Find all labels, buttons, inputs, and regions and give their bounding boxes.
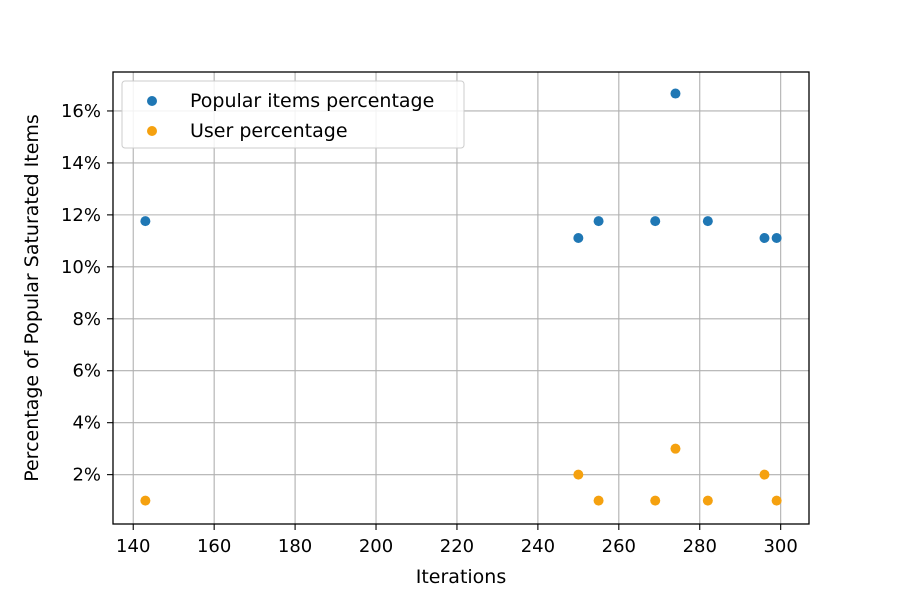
scatter-point-series-2 xyxy=(771,495,782,506)
legend: Popular items percentage User percentage xyxy=(121,80,465,149)
x-tick-label: 140 xyxy=(116,536,150,557)
scatter-point-series-2 xyxy=(650,495,661,506)
plot-frame xyxy=(112,71,810,525)
y-tick-label: 2% xyxy=(72,465,101,486)
legend-label-series-1: Popular items percentage xyxy=(190,90,434,112)
scatter-point-series-2 xyxy=(670,443,681,454)
x-axis-label: Iterations xyxy=(416,566,507,588)
y-tick-label: 8% xyxy=(72,309,101,330)
x-tick-label: 300 xyxy=(763,536,797,557)
scatter-point-series-1 xyxy=(573,232,584,243)
scatter-point-series-1 xyxy=(650,216,661,227)
scatter-point-series-1 xyxy=(140,216,151,227)
legend-marker-series-2 xyxy=(147,126,157,136)
scatter-point-series-2 xyxy=(759,469,770,480)
scatter-point-series-2 xyxy=(702,495,713,506)
y-axis-label: Percentage of Popular Saturated Items xyxy=(21,114,43,482)
scatter-point-series-1 xyxy=(771,232,782,243)
scatter-point-series-2 xyxy=(573,469,584,480)
scatter-point-series-1 xyxy=(670,88,681,99)
scatter-point-series-1 xyxy=(759,232,770,243)
x-tick-label: 200 xyxy=(359,536,393,557)
x-tick-label: 240 xyxy=(521,536,555,557)
x-tick-label: 220 xyxy=(440,536,474,557)
x-tick-label: 160 xyxy=(197,536,231,557)
y-tick-label: 4% xyxy=(72,413,101,434)
y-tick-label: 6% xyxy=(72,361,101,382)
ticks-layer: 140 160 180 200 220 240 260 280 300 2% 4% 6% 8% 10% 12… xyxy=(61,101,798,557)
legend-marker-series-1 xyxy=(147,96,157,106)
x-tick-label: 280 xyxy=(683,536,717,557)
y-tick-label: 14% xyxy=(61,153,101,174)
x-tick-label: 180 xyxy=(278,536,312,557)
y-tick-label: 12% xyxy=(61,205,101,226)
y-tick-label: 10% xyxy=(61,257,101,278)
scatter-point-series-1 xyxy=(593,216,604,227)
scatter-point-series-2 xyxy=(593,495,604,506)
points-layer xyxy=(140,88,782,506)
y-tick-label: 16% xyxy=(61,101,101,122)
scatter-point-series-2 xyxy=(140,495,151,506)
scatter-point-series-1 xyxy=(702,216,713,227)
legend-label-series-2: User percentage xyxy=(190,120,348,142)
x-tick-label: 260 xyxy=(602,536,636,557)
legend-box xyxy=(121,80,465,149)
